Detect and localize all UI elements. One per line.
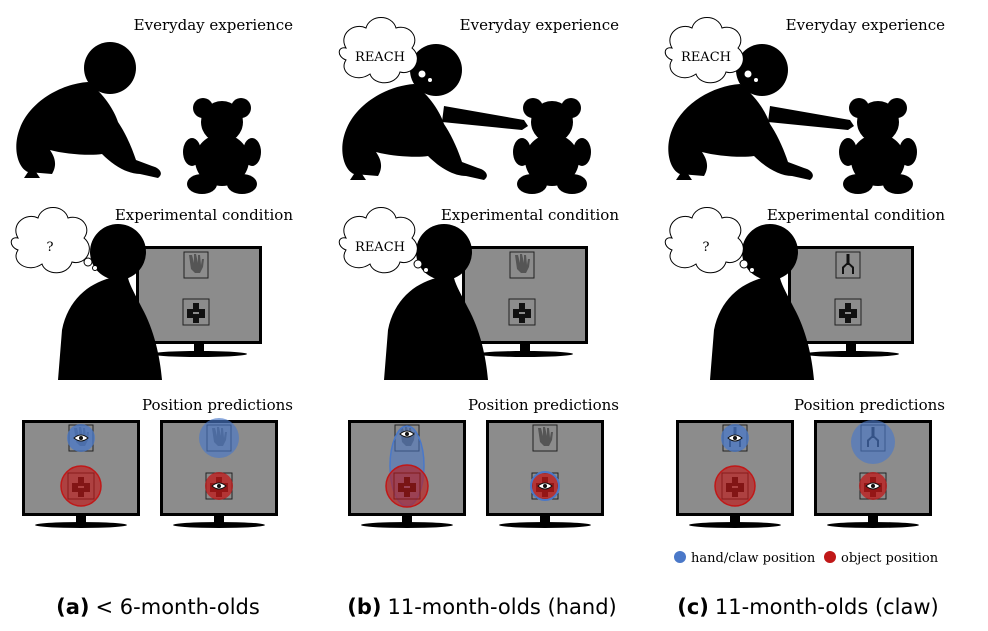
- heading-everyday-c: Everyday experience: [786, 16, 945, 34]
- captions: (a) < 6-month-olds (b) 11-month-olds (hand…: [56, 595, 939, 619]
- column-c: Everyday experience REACH Experimental c…: [664, 16, 946, 528]
- column-b: Everyday experience REACH Experimental c…: [338, 16, 620, 528]
- prediction-monitor-b2: [486, 420, 604, 528]
- thought-cloud-c-top: REACH: [664, 17, 759, 84]
- teddy-bear: [513, 98, 591, 194]
- caption-b-text: 11-month-olds (hand): [387, 595, 616, 619]
- heading-everyday-b: Everyday experience: [460, 16, 619, 34]
- thought-text-c-mid: ?: [703, 240, 710, 255]
- thought-cloud-c-mid: ?: [664, 207, 755, 274]
- thought-text-a-mid: ?: [47, 240, 54, 255]
- prediction-monitor-c1: [676, 420, 794, 528]
- caption-a: (a) < 6-month-olds: [56, 595, 260, 619]
- heading-everyday-a: Everyday experience: [134, 16, 293, 34]
- prediction-monitor-a2: [160, 418, 278, 528]
- caption-a-letter: (a): [56, 595, 89, 619]
- caption-a-text: < 6-month-olds: [96, 595, 260, 619]
- thought-cloud-a: ?: [10, 207, 98, 274]
- caption-c: (c) 11-month-olds (claw): [677, 595, 939, 619]
- thought-text-c-top: REACH: [681, 50, 731, 65]
- caption-c-text: 11-month-olds (claw): [715, 595, 939, 619]
- heading-experimental-b: Experimental condition: [441, 206, 620, 224]
- legend-object-marker: [824, 551, 836, 563]
- teddy-bear: [183, 98, 261, 194]
- thought-cloud-b-top: REACH: [338, 17, 433, 84]
- prediction-monitor-b1: [348, 420, 466, 528]
- heading-predictions-b: Position predictions: [468, 396, 619, 414]
- legend: hand/claw position object position: [674, 551, 939, 566]
- teddy-bear: [839, 98, 917, 194]
- thought-text-b-mid: REACH: [355, 240, 405, 255]
- caption-c-letter: (c): [677, 595, 709, 619]
- reaching-baby: [668, 44, 854, 180]
- legend-hand-label: hand/claw position: [691, 551, 816, 566]
- heading-experimental-c: Experimental condition: [767, 206, 946, 224]
- legend-hand-marker: [674, 551, 686, 563]
- crawling-baby: [16, 42, 161, 178]
- heading-predictions-c: Position predictions: [794, 396, 945, 414]
- prediction-monitor-a1: [22, 420, 140, 528]
- legend-object-label: object position: [841, 551, 939, 566]
- column-a: Everyday experience Experimental conditi…: [10, 16, 294, 528]
- caption-b-letter: (b): [347, 595, 381, 619]
- heading-predictions-a: Position predictions: [142, 396, 293, 414]
- caption-b: (b) 11-month-olds (hand): [347, 595, 617, 619]
- thought-cloud-b-mid: REACH: [338, 207, 429, 274]
- reaching-baby: [342, 44, 528, 180]
- heading-experimental-a: Experimental condition: [115, 206, 294, 224]
- prediction-monitor-c2: [814, 420, 932, 528]
- thought-text-b-top: REACH: [355, 50, 405, 65]
